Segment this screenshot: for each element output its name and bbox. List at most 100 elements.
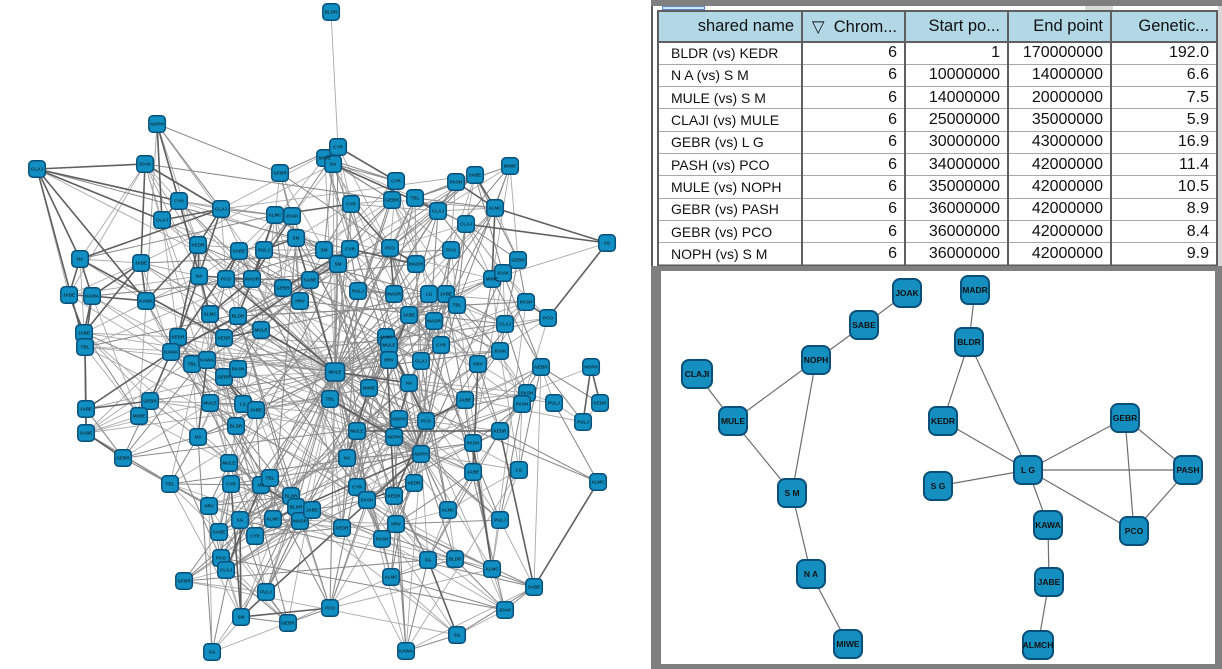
svg-text:MULE: MULE bbox=[328, 369, 341, 374]
svg-text:PCO: PCO bbox=[216, 555, 226, 560]
svg-text:KAWA: KAWA bbox=[200, 357, 214, 362]
svg-text:N A: N A bbox=[804, 569, 818, 579]
svg-text:NOPH: NOPH bbox=[584, 364, 598, 369]
svg-text:GEBR: GEBR bbox=[1113, 413, 1138, 423]
svg-text:MIWE: MIWE bbox=[133, 413, 146, 418]
svg-text:PASH: PASH bbox=[450, 179, 463, 184]
svg-text:JABE: JABE bbox=[80, 406, 92, 411]
svg-text:SABE: SABE bbox=[304, 277, 317, 282]
svg-text:BLDR: BLDR bbox=[449, 556, 462, 561]
svg-text:PASH: PASH bbox=[376, 536, 389, 541]
svg-text:JABE: JABE bbox=[250, 407, 262, 412]
svg-text:PCO: PCO bbox=[543, 315, 553, 320]
svg-text:PCO: PCO bbox=[446, 247, 456, 252]
svg-text:ALMC: ALMC bbox=[488, 205, 502, 210]
svg-text:NA: NA bbox=[196, 273, 203, 278]
svg-text:SM: SM bbox=[293, 235, 300, 240]
svg-text:CYR: CYR bbox=[352, 484, 362, 489]
svg-text:CLAJ: CLAJ bbox=[499, 321, 511, 326]
svg-text:BLDR: BLDR bbox=[232, 313, 245, 318]
svg-text:NOPH: NOPH bbox=[414, 451, 428, 456]
svg-text:SG: SG bbox=[237, 517, 244, 522]
svg-text:JOAK: JOAK bbox=[494, 348, 507, 353]
svg-text:CLAJ: CLAJ bbox=[220, 567, 232, 572]
svg-text:CLAJ: CLAJ bbox=[432, 208, 444, 213]
svg-text:PULJ: PULJ bbox=[352, 288, 364, 293]
svg-text:SG: SG bbox=[604, 240, 611, 245]
svg-text:JABE: JABE bbox=[63, 292, 75, 297]
svg-text:GEBR: GEBR bbox=[281, 620, 295, 625]
svg-text:JOAK: JOAK bbox=[286, 213, 299, 218]
svg-text:MULE: MULE bbox=[350, 428, 363, 433]
svg-text:SABE: SABE bbox=[528, 584, 541, 589]
svg-text:MADR: MADR bbox=[409, 261, 423, 266]
svg-text:CYR: CYR bbox=[174, 198, 184, 203]
svg-text:GEBR: GEBR bbox=[177, 578, 191, 583]
svg-text:CLAJ: CLAJ bbox=[156, 217, 168, 222]
svg-text:KAWA: KAWA bbox=[164, 349, 178, 354]
svg-text:JOAK: JOAK bbox=[895, 288, 919, 298]
svg-text:NOPH: NOPH bbox=[150, 121, 164, 126]
svg-text:MIWE: MIWE bbox=[319, 155, 332, 160]
svg-text:ALMC: ALMC bbox=[203, 311, 217, 316]
svg-text:BLDR: BLDR bbox=[290, 504, 303, 509]
svg-text:PULJ: PULJ bbox=[577, 419, 589, 424]
svg-text:GEBR: GEBR bbox=[534, 364, 548, 369]
svg-text:PASH: PASH bbox=[361, 497, 374, 502]
svg-text:JOAK: JOAK bbox=[139, 161, 152, 166]
svg-text:NOPH: NOPH bbox=[392, 416, 406, 421]
svg-text:PCO: PCO bbox=[325, 605, 335, 610]
svg-text:KEDR: KEDR bbox=[387, 493, 401, 498]
svg-text:KAWA: KAWA bbox=[139, 298, 153, 303]
svg-text:PCO: PCO bbox=[221, 276, 231, 281]
svg-text:SABE: SABE bbox=[233, 248, 246, 253]
svg-text:GEBR: GEBR bbox=[511, 257, 525, 262]
svg-text:KEDR: KEDR bbox=[493, 428, 507, 433]
svg-text:MADR: MADR bbox=[962, 285, 988, 295]
svg-text:CLAJ: CLAJ bbox=[215, 206, 227, 211]
svg-text:HRV: HRV bbox=[204, 503, 215, 508]
svg-text:ALMC: ALMC bbox=[384, 574, 398, 579]
svg-text:PASH: PASH bbox=[520, 299, 533, 304]
svg-text:TBL: TBL bbox=[411, 195, 420, 200]
svg-text:MULE: MULE bbox=[254, 327, 267, 332]
svg-text:KAWA: KAWA bbox=[85, 293, 99, 298]
svg-text:PULJ: PULJ bbox=[494, 517, 506, 522]
svg-text:PULJ: PULJ bbox=[258, 247, 270, 252]
svg-text:JABE: JABE bbox=[467, 469, 479, 474]
svg-text:BLDR: BLDR bbox=[230, 423, 243, 428]
svg-text:NOPH: NOPH bbox=[387, 434, 401, 439]
svg-text:KEDR: KEDR bbox=[217, 335, 231, 340]
svg-text:ALMC: ALMC bbox=[379, 334, 393, 339]
svg-text:GEBR: GEBR bbox=[276, 285, 290, 290]
svg-text:ALMC: ALMC bbox=[591, 479, 605, 484]
svg-text:CLAJI: CLAJI bbox=[685, 369, 710, 379]
svg-text:MIWE: MIWE bbox=[836, 639, 859, 649]
svg-text:CLAJ: CLAJ bbox=[31, 166, 43, 171]
svg-text:BLDR: BLDR bbox=[325, 9, 338, 14]
svg-text:NA: NA bbox=[77, 256, 84, 261]
svg-text:JABE: JABE bbox=[440, 291, 452, 296]
svg-text:JABE: JABE bbox=[78, 330, 90, 335]
svg-text:CYR: CYR bbox=[226, 481, 236, 486]
svg-text:JABE: JABE bbox=[135, 260, 147, 265]
svg-text:KEDR: KEDR bbox=[191, 242, 205, 247]
svg-text:MIWE: MIWE bbox=[486, 276, 499, 281]
svg-text:SABE: SABE bbox=[852, 320, 876, 330]
svg-text:NA: NA bbox=[195, 434, 202, 439]
svg-text:MULE: MULE bbox=[721, 416, 745, 426]
svg-text:SABE: SABE bbox=[469, 172, 482, 177]
svg-text:MULE: MULE bbox=[382, 342, 395, 347]
svg-text:PULJ: PULJ bbox=[260, 589, 272, 594]
svg-text:L G: L G bbox=[1021, 465, 1035, 475]
svg-text:MADR: MADR bbox=[387, 291, 401, 296]
svg-text:SG: SG bbox=[425, 557, 432, 562]
svg-text:JABE: JABE bbox=[1038, 577, 1061, 587]
svg-text:KAWA: KAWA bbox=[399, 648, 413, 653]
svg-text:NOPH: NOPH bbox=[804, 355, 829, 365]
svg-text:PULJ: PULJ bbox=[548, 400, 560, 405]
svg-text:SM: SM bbox=[335, 261, 342, 266]
svg-text:SM: SM bbox=[321, 247, 328, 252]
svg-text:PCO: PCO bbox=[1125, 526, 1144, 536]
svg-text:ALMC: ALMC bbox=[485, 566, 499, 571]
